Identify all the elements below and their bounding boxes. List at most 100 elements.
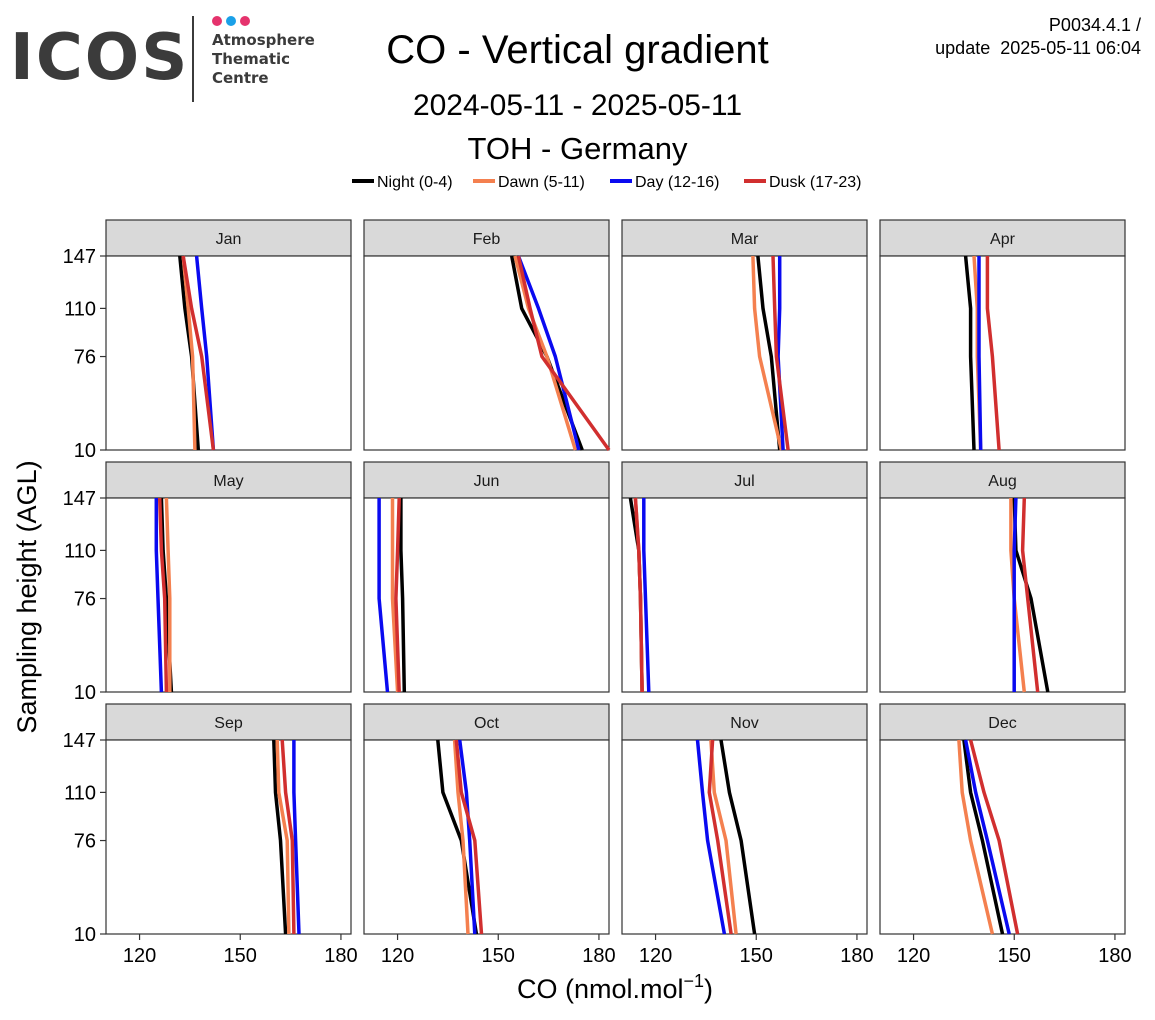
x-tick-label: 180 — [582, 945, 615, 967]
panel-frame — [105, 497, 352, 693]
series-line — [985, 256, 1001, 451]
panel-frame — [879, 497, 1126, 693]
series-line — [272, 739, 288, 935]
legend-swatch — [744, 178, 766, 183]
series-line — [977, 256, 983, 451]
series-line — [957, 739, 995, 935]
series-line — [707, 739, 733, 935]
y-tick-label: 10 — [74, 924, 96, 946]
series-line — [154, 498, 164, 693]
facet-panel-jan: Jan — [105, 219, 352, 451]
legend: Night (0-4) Dawn (5-11) Day (12-16) Dusk… — [0, 173, 1155, 193]
facet-strip-label: Jan — [216, 231, 242, 248]
facet-panel-jun: Jun — [363, 461, 610, 693]
facet-strip — [621, 703, 868, 741]
x-tick-label: 150 — [224, 945, 257, 967]
logo-subtitle-line: Thematic — [212, 50, 291, 68]
series-line — [963, 739, 1011, 935]
legend-swatch — [610, 178, 632, 183]
y-tick-label: 10 — [74, 682, 96, 704]
facet-strip — [621, 461, 868, 499]
series-line — [962, 739, 1005, 935]
version-info: P0034.4.1 / update 2025-05-11 06:04 — [935, 14, 1141, 60]
legend-item: Dusk (17-23) — [744, 173, 861, 193]
facet-strip-label: Jun — [474, 473, 500, 490]
facet-panel-mar: Mar — [621, 219, 868, 451]
version-label: P0034.4.1 / — [1048, 15, 1141, 35]
legend-swatch — [473, 178, 495, 183]
x-axis-title: CO (nmol.mol−1) — [517, 971, 713, 1004]
x-tick-label: 180 — [840, 945, 873, 967]
logo-wordmark: ICOS — [10, 21, 190, 95]
legend-label: Day (12-16) — [635, 174, 720, 191]
series-line — [436, 739, 479, 935]
legend-label: Dusk (17-23) — [769, 174, 862, 191]
panel-frame — [621, 497, 868, 693]
facet-strip — [879, 461, 1126, 499]
series-line — [181, 255, 216, 451]
series-line — [642, 498, 651, 693]
series-line — [164, 497, 172, 692]
series-line — [275, 739, 291, 935]
facet-strip-label: Aug — [988, 473, 1016, 490]
panel-frame — [879, 255, 1126, 451]
facet-strip — [621, 219, 868, 257]
series-line — [719, 739, 757, 935]
series-line — [157, 497, 169, 693]
facet-strip — [105, 461, 352, 499]
series-line — [194, 255, 216, 451]
legend-item: Day (12-16) — [610, 173, 719, 193]
y-tick-label: 76 — [74, 831, 96, 853]
series-line — [1012, 497, 1018, 692]
facet-strip-label: Dec — [988, 715, 1016, 732]
facet-panel-feb: Feb — [363, 219, 611, 452]
panel-frame — [621, 255, 868, 451]
legend-item: Night (0-4) — [352, 173, 453, 193]
series-line — [695, 739, 727, 935]
series-line — [377, 498, 390, 693]
series-line — [756, 255, 782, 451]
facet-panel-apr: Apr — [879, 219, 1126, 451]
legend-label: Night (0-4) — [377, 174, 453, 191]
series-line — [1020, 497, 1040, 693]
panel-frame — [621, 739, 868, 935]
x-tick-label: 120 — [639, 945, 672, 967]
x-tick-label: 150 — [998, 945, 1031, 967]
logo-subtitle-line: Atmosphere — [212, 31, 315, 49]
y-tick-label: 10 — [74, 440, 96, 462]
x-tick-label: 120 — [123, 945, 156, 967]
y-tick-label: 76 — [74, 347, 96, 369]
series-line — [394, 497, 401, 693]
facet-panel-sep: Sep — [105, 703, 352, 935]
series-line — [390, 498, 400, 693]
facet-strip — [879, 219, 1126, 257]
series-line — [292, 740, 301, 935]
logo-dot — [240, 16, 250, 26]
x-tick-label: 150 — [482, 945, 515, 967]
series-line — [454, 739, 484, 935]
logo-divider — [192, 16, 194, 102]
update-timestamp: update 2025-05-11 06:04 — [935, 38, 1141, 58]
series-line — [516, 255, 611, 452]
y-tick-label: 76 — [74, 589, 96, 611]
series-line — [968, 739, 1020, 935]
date-range: 2024-05-11 - 2025-05-11 — [412, 89, 743, 122]
facet-strip-label: Apr — [990, 231, 1016, 248]
facet-panel-nov: Nov — [621, 703, 868, 935]
facet-panel-may: May — [105, 461, 352, 693]
y-tick-label: 110 — [64, 782, 96, 804]
panel-frame — [105, 739, 352, 935]
series-line — [771, 255, 790, 451]
legend-label: Dawn (5-11) — [498, 174, 585, 191]
series-line — [399, 498, 407, 693]
y-tick-label: 110 — [64, 298, 96, 320]
series-line — [633, 497, 644, 693]
facet-panel-jul: Jul — [621, 461, 868, 693]
series-line — [452, 739, 470, 935]
panel-frame — [363, 739, 610, 935]
facet-panel-aug: Aug — [879, 461, 1126, 693]
facet-panel-dec: Dec — [879, 703, 1126, 935]
series-line — [963, 255, 976, 451]
x-tick-label: 120 — [897, 945, 930, 967]
